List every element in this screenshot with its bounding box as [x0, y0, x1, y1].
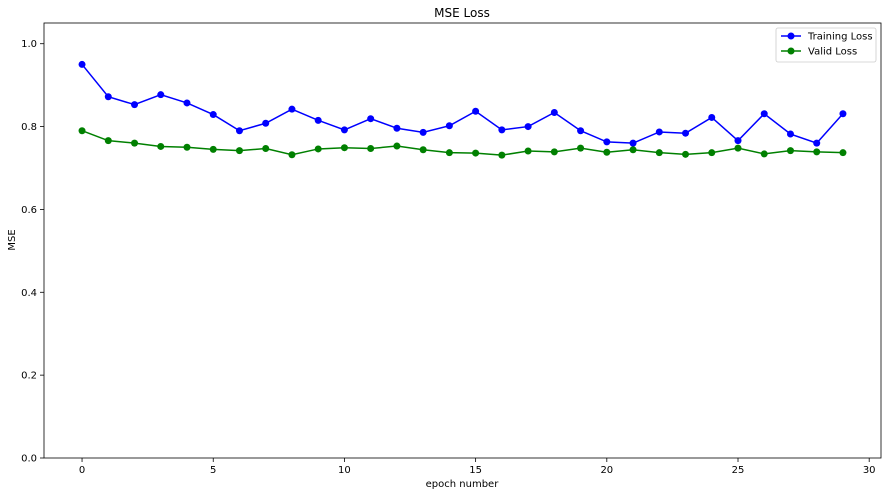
legend-label-training-loss: Training Loss — [807, 32, 873, 43]
y-tick-label: 0.2 — [21, 371, 37, 382]
data-point-training-loss — [393, 124, 401, 132]
data-point-training-loss — [603, 138, 611, 146]
data-point-valid-loss — [655, 149, 663, 157]
data-point-training-loss — [629, 139, 637, 147]
data-point-valid-loss — [445, 149, 453, 157]
data-point-valid-loss — [78, 127, 86, 135]
data-point-training-loss — [655, 128, 663, 136]
legend-label-valid-loss: Valid Loss — [808, 47, 857, 58]
series-valid-loss — [78, 127, 847, 159]
data-point-valid-loss — [183, 143, 191, 151]
series-line-valid-loss — [81, 130, 843, 156]
y-tick-label: 0.0 — [21, 454, 37, 465]
data-point-training-loss — [367, 115, 375, 123]
data-point-valid-loss — [104, 137, 112, 145]
data-point-valid-loss — [131, 139, 139, 147]
data-point-valid-loss — [708, 149, 716, 157]
series-layer — [78, 60, 847, 159]
data-point-training-loss — [209, 111, 217, 119]
plot-frame — [43, 22, 882, 459]
data-point-training-loss — [734, 137, 742, 145]
chart-title: MSE Loss — [434, 6, 490, 20]
y-tick-label: 0.4 — [21, 288, 37, 299]
series-line-training-loss — [81, 63, 844, 145]
data-point-valid-loss — [550, 148, 558, 156]
x-tick-label: 30 — [863, 465, 876, 476]
y-tick-label: 0.8 — [21, 122, 37, 133]
legend: Training Loss Valid Loss — [775, 27, 877, 63]
y-axis-ticks: 0.0 0.2 0.4 0.6 0.8 1.0 — [21, 39, 44, 465]
data-point-valid-loss — [367, 145, 375, 153]
data-point-valid-loss — [682, 150, 690, 158]
x-tick-label: 0 — [79, 465, 85, 476]
data-point-training-loss — [314, 116, 322, 124]
data-point-training-loss — [813, 139, 821, 147]
data-point-training-loss — [262, 119, 270, 127]
data-point-training-loss — [340, 126, 348, 134]
data-point-training-loss — [708, 113, 716, 121]
data-point-valid-loss — [577, 144, 585, 152]
legend-marker-training-loss — [787, 32, 795, 40]
data-point-valid-loss — [472, 149, 480, 157]
data-point-valid-loss — [603, 148, 611, 156]
data-point-training-loss — [131, 101, 139, 109]
data-point-training-loss — [445, 122, 453, 130]
data-point-training-loss — [157, 91, 165, 99]
data-point-valid-loss — [760, 150, 768, 158]
data-point-valid-loss — [340, 144, 348, 152]
x-tick-label: 10 — [338, 465, 351, 476]
data-point-training-loss — [682, 129, 690, 137]
data-point-valid-loss — [629, 146, 637, 154]
x-tick-label: 20 — [600, 465, 613, 476]
data-point-valid-loss — [288, 151, 296, 159]
data-point-training-loss — [183, 99, 191, 107]
data-point-valid-loss — [262, 145, 270, 153]
data-point-training-loss — [524, 123, 532, 131]
y-axis-label: MSE — [7, 229, 18, 250]
x-axis-ticks: 0 5 10 15 20 25 30 — [79, 458, 876, 476]
data-point-valid-loss — [813, 148, 821, 156]
data-point-valid-loss — [235, 147, 243, 155]
data-point-training-loss — [550, 108, 558, 116]
data-point-training-loss — [288, 105, 296, 113]
y-tick-label: 1.0 — [21, 39, 37, 50]
data-point-training-loss — [760, 110, 768, 118]
data-point-training-loss — [498, 126, 506, 134]
data-point-training-loss — [419, 128, 427, 136]
series-training-loss — [78, 60, 847, 147]
data-point-valid-loss — [157, 142, 165, 150]
data-point-valid-loss — [839, 149, 847, 157]
x-tick-label: 15 — [469, 465, 482, 476]
data-point-valid-loss — [498, 151, 506, 159]
legend-item-valid-loss: Valid Loss — [781, 47, 857, 58]
x-axis-label: epoch number — [426, 479, 500, 490]
legend-marker-valid-loss — [787, 47, 795, 55]
data-point-valid-loss — [786, 147, 794, 155]
data-point-valid-loss — [419, 146, 427, 154]
x-tick-label: 25 — [732, 465, 745, 476]
data-point-training-loss — [786, 130, 794, 138]
data-point-valid-loss — [734, 144, 742, 152]
data-point-training-loss — [472, 107, 480, 115]
legend-item-training-loss: Training Loss — [781, 32, 873, 43]
data-point-training-loss — [104, 93, 112, 101]
data-point-training-loss — [78, 60, 86, 68]
y-tick-label: 0.6 — [21, 205, 37, 216]
data-point-valid-loss — [314, 145, 322, 153]
data-point-training-loss — [235, 127, 243, 135]
x-tick-label: 5 — [210, 465, 216, 476]
data-point-valid-loss — [209, 145, 217, 153]
data-point-training-loss — [577, 127, 585, 135]
data-point-training-loss — [839, 110, 847, 118]
data-point-valid-loss — [524, 147, 532, 155]
data-point-valid-loss — [393, 142, 401, 150]
